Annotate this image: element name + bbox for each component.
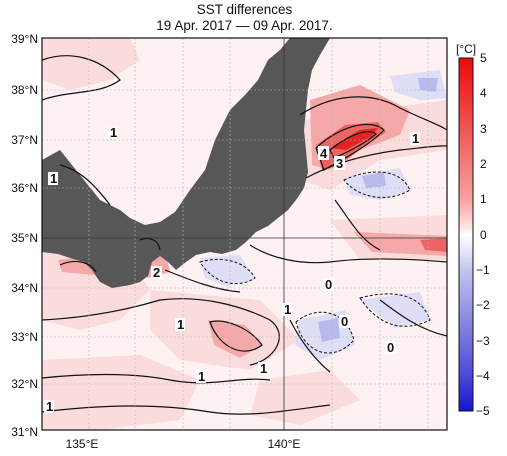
contour-label: 2 (153, 265, 160, 280)
colorbar-tick: −5 (476, 404, 490, 418)
lat-label: 36°N (11, 181, 38, 195)
longitude-labels: 135°E 140°E (66, 437, 301, 451)
contour-label-group: 1 1 4 3 1 2 0 1 1 0 0 1 1 1 (44, 125, 420, 414)
colorbar-scale (458, 57, 474, 412)
cool-light-areas (200, 70, 447, 360)
colorbar-tick: 2 (480, 157, 487, 171)
colorbar-tick: 4 (480, 86, 487, 100)
lat-label: 34°N (11, 281, 38, 295)
lat-label: 39°N (11, 32, 38, 46)
lon-label: 140°E (268, 437, 301, 451)
lat-label: 35°N (11, 231, 38, 245)
colorbar-unit: [°C] (456, 42, 476, 56)
contour-label: 4 (320, 146, 328, 161)
contour-label: 1 (260, 361, 267, 376)
contour-label: 0 (387, 340, 394, 355)
colorbar-tick: 5 (480, 51, 487, 65)
title-dates: 19 Apr. 2017 — 09 Apr. 2017. (156, 18, 333, 33)
contour-label: 1 (177, 317, 184, 332)
sst-field: 1 1 4 3 1 2 0 1 1 0 0 1 1 1 (42, 38, 447, 430)
graticule (42, 38, 447, 430)
contour-label: 1 (46, 399, 53, 414)
contour-label: 1 (110, 125, 117, 140)
lat-label: 32°N (11, 377, 38, 391)
contour-label: 1 (198, 369, 205, 384)
colorbar-tick: 0 (480, 228, 487, 242)
zero-contours (199, 171, 431, 354)
colorbar-tick-labels: 5 4 3 2 1 0 −1 −2 −3 −4 −5 (476, 51, 490, 418)
contour-label: 0 (341, 314, 348, 329)
warm-max-area (330, 128, 378, 150)
contour-label: 1 (284, 302, 291, 317)
colorbar-tick: −4 (476, 369, 490, 383)
colorbar-tick: 3 (480, 122, 487, 136)
latitude-labels: 39°N 38°N 37°N 36°N 35°N 34°N 33°N 32°N … (11, 32, 38, 439)
plot-frame (41, 37, 448, 431)
lat-label: 37°N (11, 133, 38, 147)
lat-label: 33°N (11, 330, 38, 344)
colorbar: [°C] 5 4 3 2 1 0 −1 −2 −3 −4 −5 (456, 42, 490, 418)
colorbar-tick: 1 (480, 192, 487, 206)
contour-label: 0 (325, 277, 332, 292)
colorbar-tick: −1 (476, 263, 490, 277)
colorbar-tick: −2 (476, 298, 490, 312)
warm-light-areas (42, 38, 447, 430)
contour-label: 3 (336, 156, 343, 171)
chart-title: SST differences 19 Apr. 2017 — 09 Apr. 2… (42, 2, 447, 34)
lon-label: 135°E (66, 437, 99, 451)
title-main: SST differences (196, 2, 293, 17)
lat-label: 31°N (11, 425, 38, 439)
contour-label: 1 (412, 131, 419, 146)
colorbar-tick: −3 (476, 334, 490, 348)
land (42, 38, 330, 288)
contour-label: 1 (50, 171, 57, 186)
lat-label: 38°N (11, 83, 38, 97)
